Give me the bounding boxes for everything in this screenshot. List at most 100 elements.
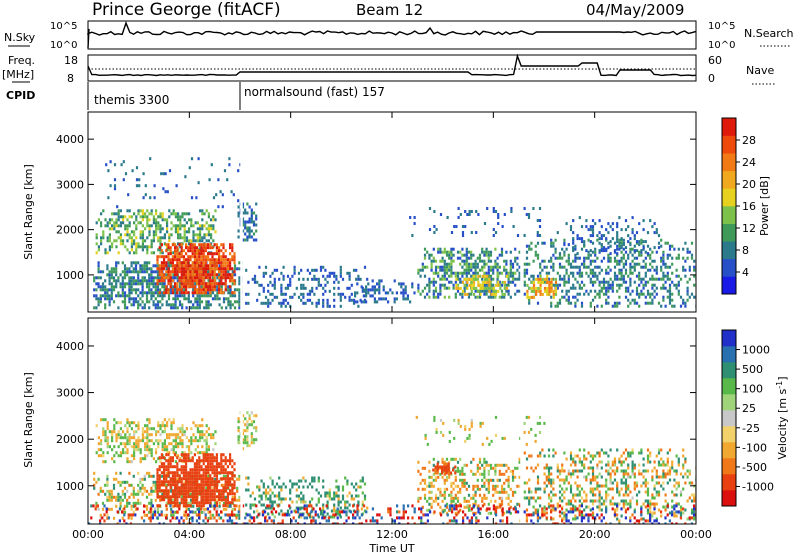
heatmap-cell: [128, 421, 131, 425]
heatmap-cell: [494, 487, 497, 491]
heatmap-cell: [554, 304, 557, 308]
heatmap-cell: [168, 209, 171, 213]
heatmap-cell: [572, 249, 575, 253]
heatmap-cell: [244, 438, 247, 442]
heatmap-cell: [219, 190, 222, 194]
heatmap-cell: [267, 497, 270, 501]
heatmap-cell: [594, 247, 597, 251]
heatmap-cell: [264, 301, 268, 305]
heatmap-cell: [135, 442, 138, 446]
heatmap-cell: [194, 300, 197, 304]
heatmap-cell: [607, 301, 610, 305]
heatmap-cell: [130, 230, 133, 234]
heatmap-cell: [474, 493, 477, 497]
heatmap-cell: [489, 253, 493, 257]
heatmap-cell: [389, 288, 392, 292]
heatmap-cell: [241, 220, 245, 224]
heatmap-cell: [170, 442, 173, 446]
heatmap-cell: [196, 279, 199, 283]
heatmap-cell: [252, 223, 256, 227]
heatmap-cell: [207, 459, 210, 463]
heatmap-cell: [567, 295, 570, 299]
heatmap-cell: [169, 486, 172, 490]
heatmap-cell: [160, 264, 163, 268]
heatmap-cell: [679, 277, 683, 281]
heatmap-cell: [311, 497, 314, 501]
heatmap-cell: [280, 301, 283, 305]
heatmap-cell: [644, 283, 647, 287]
heatmap-cell: [106, 297, 109, 301]
heatmap-cell: [565, 222, 568, 226]
heatmap-cell: [194, 424, 197, 428]
heatmap-cell: [167, 465, 170, 469]
heatmap-cell: [237, 426, 240, 430]
heatmap-cell: [202, 486, 205, 490]
heatmap-cell: [183, 513, 186, 517]
heatmap-cell: [106, 513, 109, 517]
heatmap-cell: [467, 262, 471, 266]
heatmap-cell: [241, 229, 245, 233]
heatmap-cell: [454, 475, 457, 479]
heatmap-cell: [124, 172, 128, 176]
heatmap-cell: [209, 246, 212, 250]
heatmap-cell: [165, 504, 168, 508]
heatmap-cell: [220, 465, 223, 469]
heatmap-cell: [450, 499, 453, 503]
heatmap-cell: [231, 276, 234, 280]
heatmap-cell: [470, 283, 473, 287]
heatmap-cell: [141, 239, 144, 243]
heatmap-cell: [598, 219, 601, 223]
heatmap-cell: [117, 454, 120, 458]
heatmap-cell: [207, 246, 210, 250]
heatmap-cell: [167, 273, 170, 277]
heatmap-cell: [258, 488, 261, 492]
heatmap-cell: [115, 477, 118, 481]
heatmap-cell: [611, 304, 614, 308]
heatmap-cell: [470, 210, 473, 213]
heatmap-cell: [187, 477, 190, 481]
heatmap-cell: [191, 501, 194, 505]
heatmap-cell: [308, 515, 312, 519]
heatmap-cell: [199, 233, 202, 237]
heatmap-cell: [176, 258, 179, 262]
heatmap-cell: [552, 265, 555, 269]
heatmap-cell: [128, 236, 131, 240]
heatmap-cell: [115, 224, 118, 228]
heatmap-cell: [185, 288, 188, 292]
heatmap-cell: [150, 451, 153, 455]
heatmap-cell: [115, 294, 118, 298]
heatmap-cell: [478, 253, 482, 257]
heatmap-cell: [187, 507, 190, 511]
heatmap-cell: [220, 264, 223, 268]
heatmap-cell: [168, 451, 171, 455]
heatmap-cell: [587, 274, 590, 278]
heatmap-cell: [124, 424, 127, 428]
heatmap-cell: [289, 295, 292, 299]
heatmap-cell: [139, 480, 142, 484]
heatmap-cell: [333, 304, 336, 308]
heatmap-cell: [454, 295, 457, 299]
heatmap-cell: [241, 429, 245, 433]
heatmap-cell: [620, 238, 623, 242]
heatmap-cell: [262, 503, 265, 507]
heatmap-cell: [163, 489, 166, 493]
heatmap-cell: [269, 274, 272, 278]
heatmap-cell: [106, 474, 109, 478]
heatmap-cell: [126, 306, 129, 310]
heatmap-cell: [248, 232, 251, 236]
heatmap-cell: [139, 291, 142, 295]
heatmap-cell: [373, 288, 376, 292]
heatmap-cell: [144, 184, 147, 188]
heatmap-cell: [244, 423, 247, 427]
heatmap-cell: [200, 483, 203, 487]
heatmap-cell: [159, 248, 162, 252]
heatmap-cell: [487, 481, 490, 485]
heatmap-cell: [633, 298, 636, 302]
heatmap-cell: [110, 285, 113, 289]
heatmap-cell: [183, 510, 186, 514]
heatmap-cell: [646, 289, 650, 293]
heatmap-cell: [188, 448, 191, 452]
heatmap-cell: [159, 498, 162, 502]
heatmap-cell: [594, 250, 597, 254]
heatmap-cell: [169, 501, 172, 505]
